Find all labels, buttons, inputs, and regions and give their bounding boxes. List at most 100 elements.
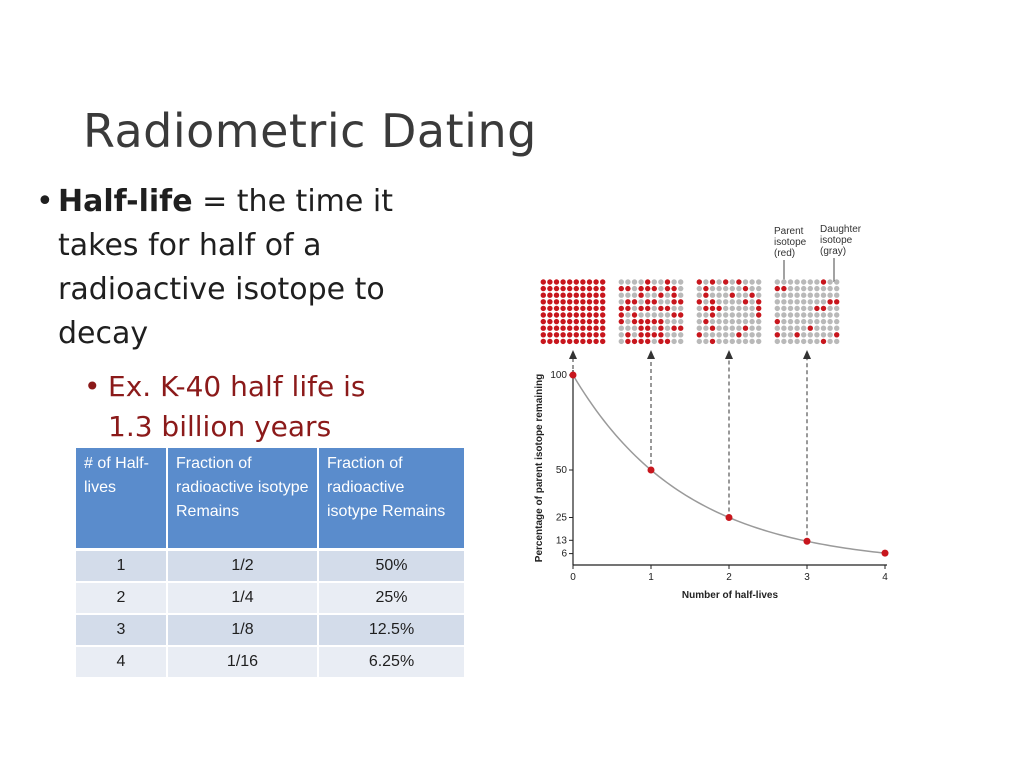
table-cell: 1/4 xyxy=(167,582,319,615)
table-row: 3 1/8 12.5% xyxy=(76,614,464,647)
parent-label-line1: Parent xyxy=(774,226,804,237)
decay-curve xyxy=(572,374,886,554)
atom xyxy=(834,279,840,285)
data-point xyxy=(803,537,811,545)
atom xyxy=(553,332,560,338)
atom xyxy=(723,325,729,331)
atom xyxy=(820,338,827,345)
atom xyxy=(774,305,780,312)
atom xyxy=(723,332,729,338)
atom xyxy=(547,332,553,338)
chart-axes xyxy=(572,370,887,566)
atom xyxy=(827,312,833,318)
atom xyxy=(560,279,566,285)
atom xyxy=(696,292,702,298)
isotope-grid xyxy=(696,279,762,345)
atom xyxy=(631,325,638,331)
atom xyxy=(723,285,729,292)
atom xyxy=(664,312,671,318)
atom xyxy=(774,318,780,325)
atom xyxy=(638,279,644,285)
atom xyxy=(631,285,638,292)
atom xyxy=(540,299,546,305)
bullet-dot: • xyxy=(84,370,101,403)
atom xyxy=(645,292,651,298)
atom xyxy=(631,292,638,298)
atom xyxy=(820,299,827,305)
atom xyxy=(625,318,631,325)
atom xyxy=(586,305,593,312)
atom xyxy=(781,305,787,312)
atom xyxy=(638,318,644,325)
y-tick-label: 6 xyxy=(561,549,567,560)
atom xyxy=(801,292,807,298)
atom xyxy=(814,325,820,331)
atom xyxy=(593,299,599,305)
atom xyxy=(729,318,735,325)
axis-ticks: 0 1 2 3 4 100 50 25 13 6 xyxy=(550,370,888,583)
atom xyxy=(814,279,820,285)
atom xyxy=(678,332,684,338)
atom xyxy=(567,332,573,338)
atom xyxy=(807,312,813,318)
atom xyxy=(560,318,566,325)
atom xyxy=(827,338,833,345)
y-tick-label: 25 xyxy=(556,513,568,524)
atom xyxy=(631,332,638,338)
data-point xyxy=(725,514,733,521)
slide-title: Radiometric Dating xyxy=(83,104,537,158)
atom xyxy=(781,299,787,305)
atom xyxy=(671,332,677,338)
atom xyxy=(709,338,716,345)
atom xyxy=(716,318,722,325)
atom xyxy=(540,285,546,292)
atom xyxy=(703,299,709,305)
atom xyxy=(600,312,606,318)
atom xyxy=(638,332,644,338)
atom xyxy=(631,299,638,305)
atom xyxy=(547,318,553,325)
atom xyxy=(618,325,624,331)
atom xyxy=(567,325,573,331)
atom xyxy=(729,332,735,338)
daughter-label-line1: Daughter xyxy=(820,224,862,235)
atom xyxy=(729,312,735,318)
x-tick-label: 1 xyxy=(648,572,654,583)
atom xyxy=(671,312,677,318)
atom xyxy=(593,305,599,312)
atom xyxy=(671,285,677,292)
atom xyxy=(645,338,651,345)
table-row: 4 1/16 6.25% xyxy=(76,646,464,679)
atom xyxy=(807,279,813,285)
atom xyxy=(540,279,546,285)
atom xyxy=(781,285,787,292)
isotope-grid xyxy=(774,279,840,345)
atom xyxy=(553,312,560,318)
isotope-grid xyxy=(540,279,606,345)
atom xyxy=(729,285,735,292)
atom xyxy=(723,299,729,305)
atom xyxy=(703,338,709,345)
table-cell: 1/2 xyxy=(167,549,319,583)
atom xyxy=(736,285,742,292)
table-header-cell: # of Half-lives xyxy=(76,448,168,551)
atom xyxy=(638,305,644,312)
atom xyxy=(678,292,684,298)
atom xyxy=(749,305,755,312)
atom xyxy=(625,285,631,292)
atom xyxy=(756,312,762,318)
atom xyxy=(651,338,657,345)
atom xyxy=(814,292,820,298)
atom xyxy=(723,338,729,345)
atom xyxy=(580,325,586,331)
atom xyxy=(709,292,716,298)
atom xyxy=(834,318,840,325)
atom xyxy=(586,292,593,298)
atom xyxy=(593,312,599,318)
atom xyxy=(560,292,566,298)
atom xyxy=(553,338,560,345)
atom xyxy=(814,285,820,292)
atom xyxy=(600,279,606,285)
atom xyxy=(573,312,579,318)
atom xyxy=(645,318,651,325)
